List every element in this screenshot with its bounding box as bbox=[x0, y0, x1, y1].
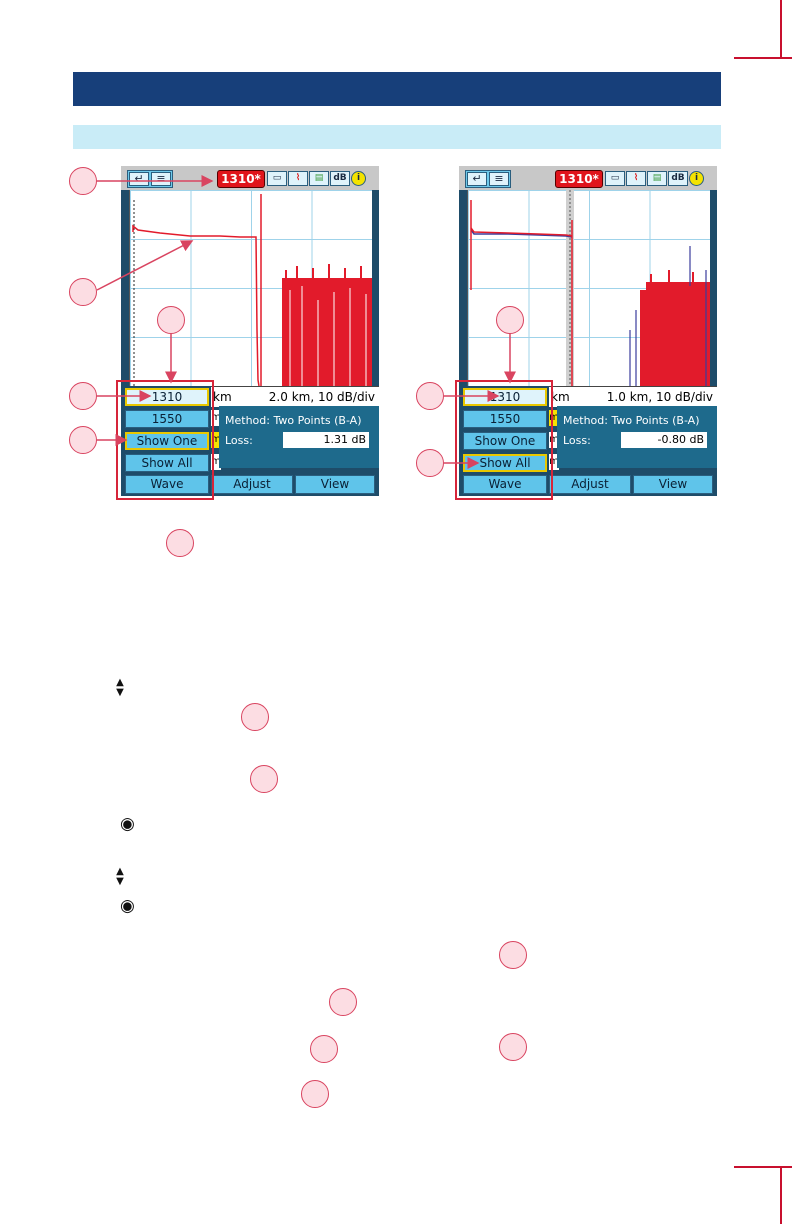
callout-circle bbox=[499, 941, 527, 969]
marker-tab-active: m bbox=[549, 410, 559, 426]
noise-block bbox=[640, 270, 710, 386]
marker-tab: m bbox=[549, 454, 559, 470]
callout-circle bbox=[250, 765, 278, 793]
db-button[interactable]: dB bbox=[668, 171, 688, 186]
scale-readout: km 1.0 km, 10 dB/div bbox=[549, 386, 717, 407]
callout-circle bbox=[69, 167, 97, 195]
fiber-trace-1550 bbox=[470, 229, 573, 238]
noise-gaps bbox=[289, 286, 367, 386]
marker-tab: m bbox=[211, 454, 221, 470]
radio-button-icon: ◉ bbox=[120, 814, 135, 834]
toolbar: ↵ ≡ 1310* ▭ ⌇ ▤ dB i bbox=[121, 166, 379, 190]
show-one-button[interactable]: Show One bbox=[125, 432, 209, 450]
toolbar: ↵ ≡ 1310* ▭ ⌇ ▤ dB i bbox=[459, 166, 717, 190]
callout-circle bbox=[416, 449, 444, 477]
loss-value: 1.31 dB bbox=[283, 432, 369, 448]
crop-mark-bottom-right-horizontal bbox=[734, 1166, 792, 1168]
measurement-panel: Method: Two Points (B-A) Loss: 1.31 dB bbox=[219, 406, 379, 468]
radio-button-icon: ◉ bbox=[120, 896, 135, 916]
measurement-panel: Method: Two Points (B-A) Loss: -0.80 dB bbox=[557, 406, 717, 468]
marker-tab-active: m bbox=[211, 432, 221, 448]
noise-block bbox=[282, 264, 372, 386]
menu-icon[interactable]: ≡ bbox=[489, 172, 509, 186]
callout-circle bbox=[416, 382, 444, 410]
show-one-button[interactable]: Show One bbox=[463, 432, 547, 450]
scale-value: 2.0 km, 10 dB/div bbox=[268, 390, 375, 404]
scale-value: 1.0 km, 10 dB/div bbox=[606, 390, 713, 404]
adjust-tab[interactable]: Adjust bbox=[211, 475, 293, 494]
up-down-arrows-icon: ▲ ▼ bbox=[116, 677, 124, 698]
view-tab[interactable]: View bbox=[295, 475, 375, 494]
show-all-button[interactable]: Show All bbox=[463, 454, 547, 472]
show-all-button[interactable]: Show All bbox=[125, 454, 209, 472]
wave-tab[interactable]: Wave bbox=[463, 475, 547, 494]
wave-menu-highlight bbox=[455, 380, 553, 500]
trace-overlay-icon[interactable]: ⌇ bbox=[288, 171, 308, 186]
callout-circle bbox=[241, 703, 269, 731]
nav-button-group: ↵ ≡ bbox=[127, 170, 173, 188]
crop-mark-top-right-horizontal bbox=[734, 57, 792, 59]
trace-plot[interactable] bbox=[129, 190, 372, 386]
table-view-icon[interactable]: ▤ bbox=[647, 171, 667, 186]
callout-circle bbox=[69, 382, 97, 410]
callout-circle bbox=[301, 1080, 329, 1108]
callout-circle bbox=[496, 306, 524, 334]
section-header-bar bbox=[73, 72, 721, 106]
scale-readout: km 2.0 km, 10 dB/div bbox=[211, 386, 379, 407]
callout-circle bbox=[69, 426, 97, 454]
bottom-toolbar: Wave Adjust View bbox=[459, 474, 717, 496]
trace-overlay-icon[interactable]: ⌇ bbox=[626, 171, 646, 186]
marker-tab: m bbox=[211, 410, 221, 426]
km-label: km bbox=[551, 390, 570, 404]
fiber-trace-1310 bbox=[470, 227, 573, 237]
nav-button-group: ↵ ≡ bbox=[465, 170, 511, 188]
crop-mark-bottom-right-vertical bbox=[780, 1166, 782, 1224]
callout-circle bbox=[69, 278, 97, 306]
callout-circle bbox=[329, 988, 357, 1016]
callout-circle bbox=[166, 529, 194, 557]
wave-tab[interactable]: Wave bbox=[125, 475, 209, 494]
km-label: km bbox=[213, 390, 232, 404]
wave-menu-highlight bbox=[116, 380, 214, 500]
trace-svg bbox=[470, 190, 710, 386]
loss-label: Loss: bbox=[563, 434, 591, 447]
wavelength-indicator[interactable]: 1310* bbox=[555, 170, 603, 188]
back-icon[interactable]: ↵ bbox=[467, 172, 487, 186]
trace-view-icon[interactable]: ▭ bbox=[267, 171, 287, 186]
db-button[interactable]: dB bbox=[330, 171, 350, 186]
method-label: Method: Two Points (B-A) bbox=[563, 414, 700, 427]
loss-label: Loss: bbox=[225, 434, 253, 447]
info-icon[interactable]: i bbox=[351, 171, 366, 186]
method-label: Method: Two Points (B-A) bbox=[225, 414, 362, 427]
up-down-arrows-icon: ▲ ▼ bbox=[116, 866, 124, 887]
trace-view-icon[interactable]: ▭ bbox=[605, 171, 625, 186]
adjust-tab[interactable]: Adjust bbox=[549, 475, 631, 494]
wave-1550-button[interactable]: 1550 bbox=[125, 410, 209, 428]
loss-value: -0.80 dB bbox=[621, 432, 707, 448]
wavelength-indicator[interactable]: 1310* bbox=[217, 170, 265, 188]
marker-tab: m bbox=[549, 432, 559, 448]
info-icon[interactable]: i bbox=[689, 171, 704, 186]
marker-tabs: m m m bbox=[549, 410, 559, 476]
bottom-toolbar: Wave Adjust View bbox=[121, 474, 379, 496]
menu-icon[interactable]: ≡ bbox=[151, 172, 171, 186]
subsection-header-bar bbox=[73, 125, 721, 149]
marker-tabs: m m m bbox=[211, 410, 221, 476]
table-view-icon[interactable]: ▤ bbox=[309, 171, 329, 186]
wave-1550-button[interactable]: 1550 bbox=[463, 410, 547, 428]
callout-circle bbox=[310, 1035, 338, 1063]
back-icon[interactable]: ↵ bbox=[129, 172, 149, 186]
view-tab[interactable]: View bbox=[633, 475, 713, 494]
trace-svg bbox=[132, 194, 372, 386]
fiber-trace bbox=[132, 224, 260, 386]
trace-plot[interactable] bbox=[467, 190, 710, 386]
callout-circle bbox=[499, 1033, 527, 1061]
noise-blue bbox=[629, 246, 707, 386]
crop-mark-top-right-vertical bbox=[780, 0, 782, 58]
callout-circle bbox=[157, 306, 185, 334]
